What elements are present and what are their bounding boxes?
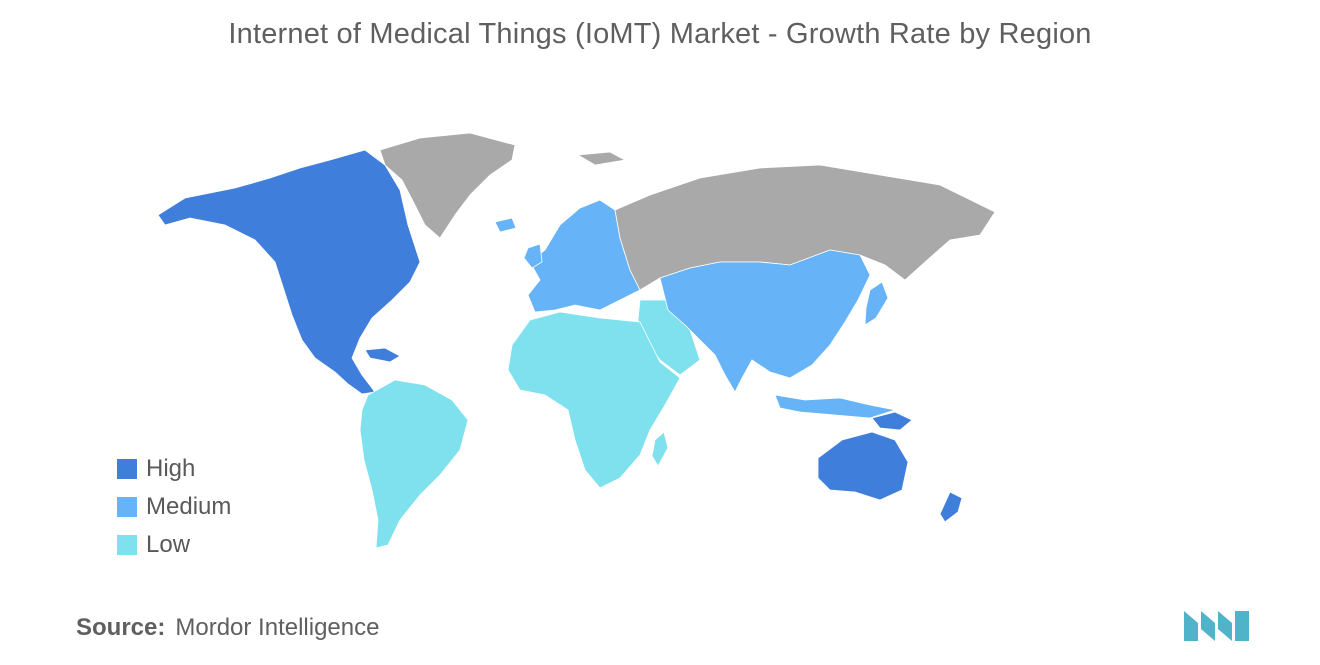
legend-swatch-high xyxy=(117,459,137,479)
legend: High Medium Low xyxy=(117,450,231,564)
region-australia xyxy=(817,431,909,501)
region-asia xyxy=(659,249,871,393)
region-iceland xyxy=(494,217,517,233)
legend-label-high: High xyxy=(146,455,196,482)
legend-item-high: High xyxy=(117,450,231,488)
region-madagascar xyxy=(651,431,669,467)
source-value: Mordor Intelligence xyxy=(175,614,380,641)
region-new-guinea xyxy=(871,411,913,431)
region-north-america xyxy=(157,149,421,395)
legend-label-low: Low xyxy=(146,531,191,558)
legend-swatch-low xyxy=(117,535,137,555)
legend-label-medium: Medium xyxy=(146,493,232,520)
region-arctic-islands xyxy=(576,151,627,166)
region-japan xyxy=(864,281,889,326)
region-caribbean xyxy=(364,347,401,363)
region-russia xyxy=(614,164,996,291)
source-note: Source: Mordor Intelligence xyxy=(76,614,379,642)
legend-swatch-medium xyxy=(117,497,137,517)
region-south-america xyxy=(359,379,469,549)
chart-title: Internet of Medical Things (IoMT) Market… xyxy=(228,18,1092,50)
legend-item-medium: Medium xyxy=(117,488,231,526)
region-uk xyxy=(523,243,543,269)
mordor-intelligence-logo xyxy=(1184,611,1249,641)
region-new-zealand xyxy=(939,491,963,523)
region-africa xyxy=(507,311,681,489)
region-greenland xyxy=(379,132,516,239)
source-label: Source: xyxy=(76,614,166,641)
region-sea-islands xyxy=(774,394,897,419)
legend-item-low: Low xyxy=(117,526,231,564)
